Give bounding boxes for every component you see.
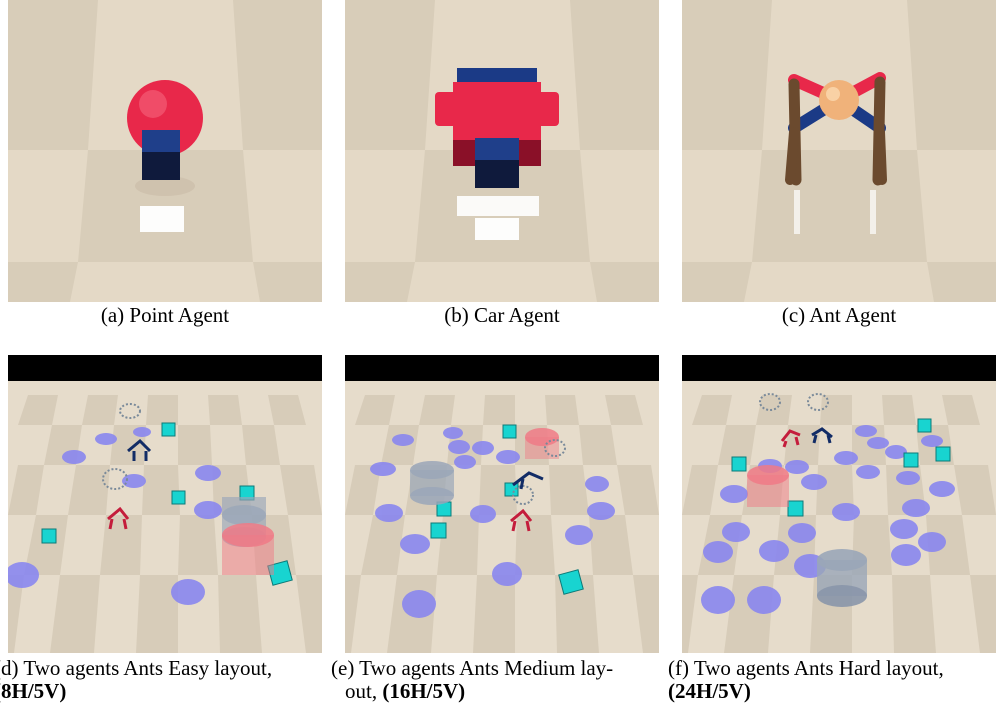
caption-hard-line1: (f) Two agents Ants Hard layout, xyxy=(668,656,944,680)
caption-point-agent: (a) Point Agent xyxy=(100,303,230,327)
caption-hard-layout: (f) Two agents Ants Hard layout, xyxy=(668,657,944,679)
point-agent-image xyxy=(8,0,322,302)
caption-easy-layout-line2: (8H/5V) xyxy=(0,680,66,702)
ant-agent-image xyxy=(682,0,996,302)
caption-ant-agent: (c) Ant Agent xyxy=(781,303,897,327)
caption-car-agent: (b) Car Agent xyxy=(444,303,560,327)
caption-easy-counts: (8H/5V) xyxy=(0,679,67,703)
caption-hard-layout-line2: (24H/5V) xyxy=(668,680,751,702)
caption-medium-prefix: out, xyxy=(345,679,383,703)
medium-layout-image xyxy=(345,355,659,653)
caption-medium-layout-line2: out, (16H/5V) xyxy=(345,680,465,702)
caption-medium-line1: (e) Two agents Ants Medium lay- xyxy=(331,656,614,680)
easy-layout-image xyxy=(8,355,322,653)
caption-medium-layout: (e) Two agents Ants Medium lay- xyxy=(331,657,613,679)
caption-easy-layout: (d) Two agents Ants Easy layout, xyxy=(0,657,272,679)
caption-medium-counts: (16H/5V) xyxy=(382,679,466,703)
caption-easy-line1: (d) Two agents Ants Easy layout, xyxy=(0,656,273,680)
caption-hard-counts: (24H/5V) xyxy=(668,679,751,703)
car-agent-image xyxy=(345,0,659,302)
hard-layout-image xyxy=(682,355,996,653)
